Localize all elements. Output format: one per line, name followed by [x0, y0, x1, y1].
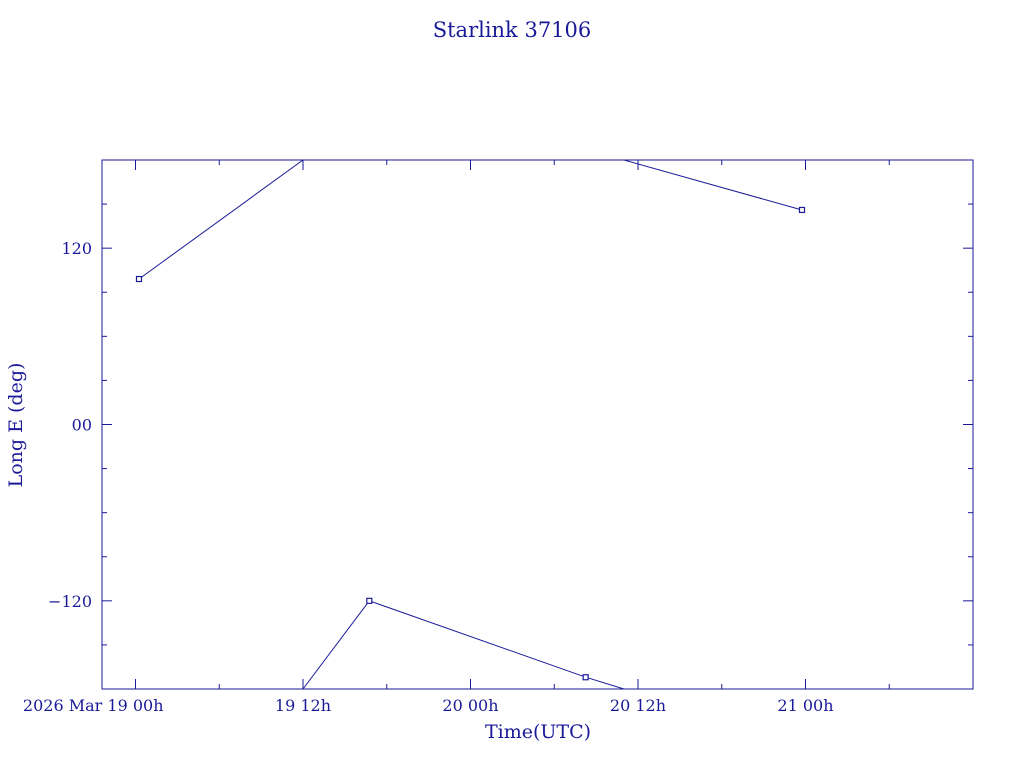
- x-axis-label: Time(UTC): [485, 721, 591, 743]
- data-point-marker: [366, 597, 373, 604]
- tick-labels: 2026 Mar 19 00h 19 12h 20 00h 20 12h 21 00h 1…: [23, 239, 834, 715]
- plot-area: [135, 159, 806, 690]
- x-tick-label: 2026 Mar 19 00h: [23, 696, 164, 715]
- data-point-marker: [135, 275, 143, 283]
- chart-title: Starlink 37106: [433, 18, 592, 42]
- series-line-segment: [302, 600, 625, 690]
- y-axis-label: Long E (deg): [5, 363, 27, 488]
- x-tick-label: 19 12h: [275, 696, 331, 715]
- series-line-segment: [623, 159, 803, 211]
- x-tick-label: 20 00h: [442, 696, 498, 715]
- data-point-marker: [798, 206, 806, 214]
- data-point-marker: [582, 674, 589, 681]
- y-tick-label: −120: [48, 592, 92, 611]
- x-tick-label: 21 00h: [777, 696, 833, 715]
- y-tick-label: 120: [61, 239, 92, 258]
- series-line-segment: [138, 159, 304, 280]
- x-tick-label: 20 12h: [610, 696, 666, 715]
- y-tick-label: 00: [72, 416, 92, 435]
- plot-frame: [101, 159, 974, 690]
- axis-ticks: [102, 160, 974, 689]
